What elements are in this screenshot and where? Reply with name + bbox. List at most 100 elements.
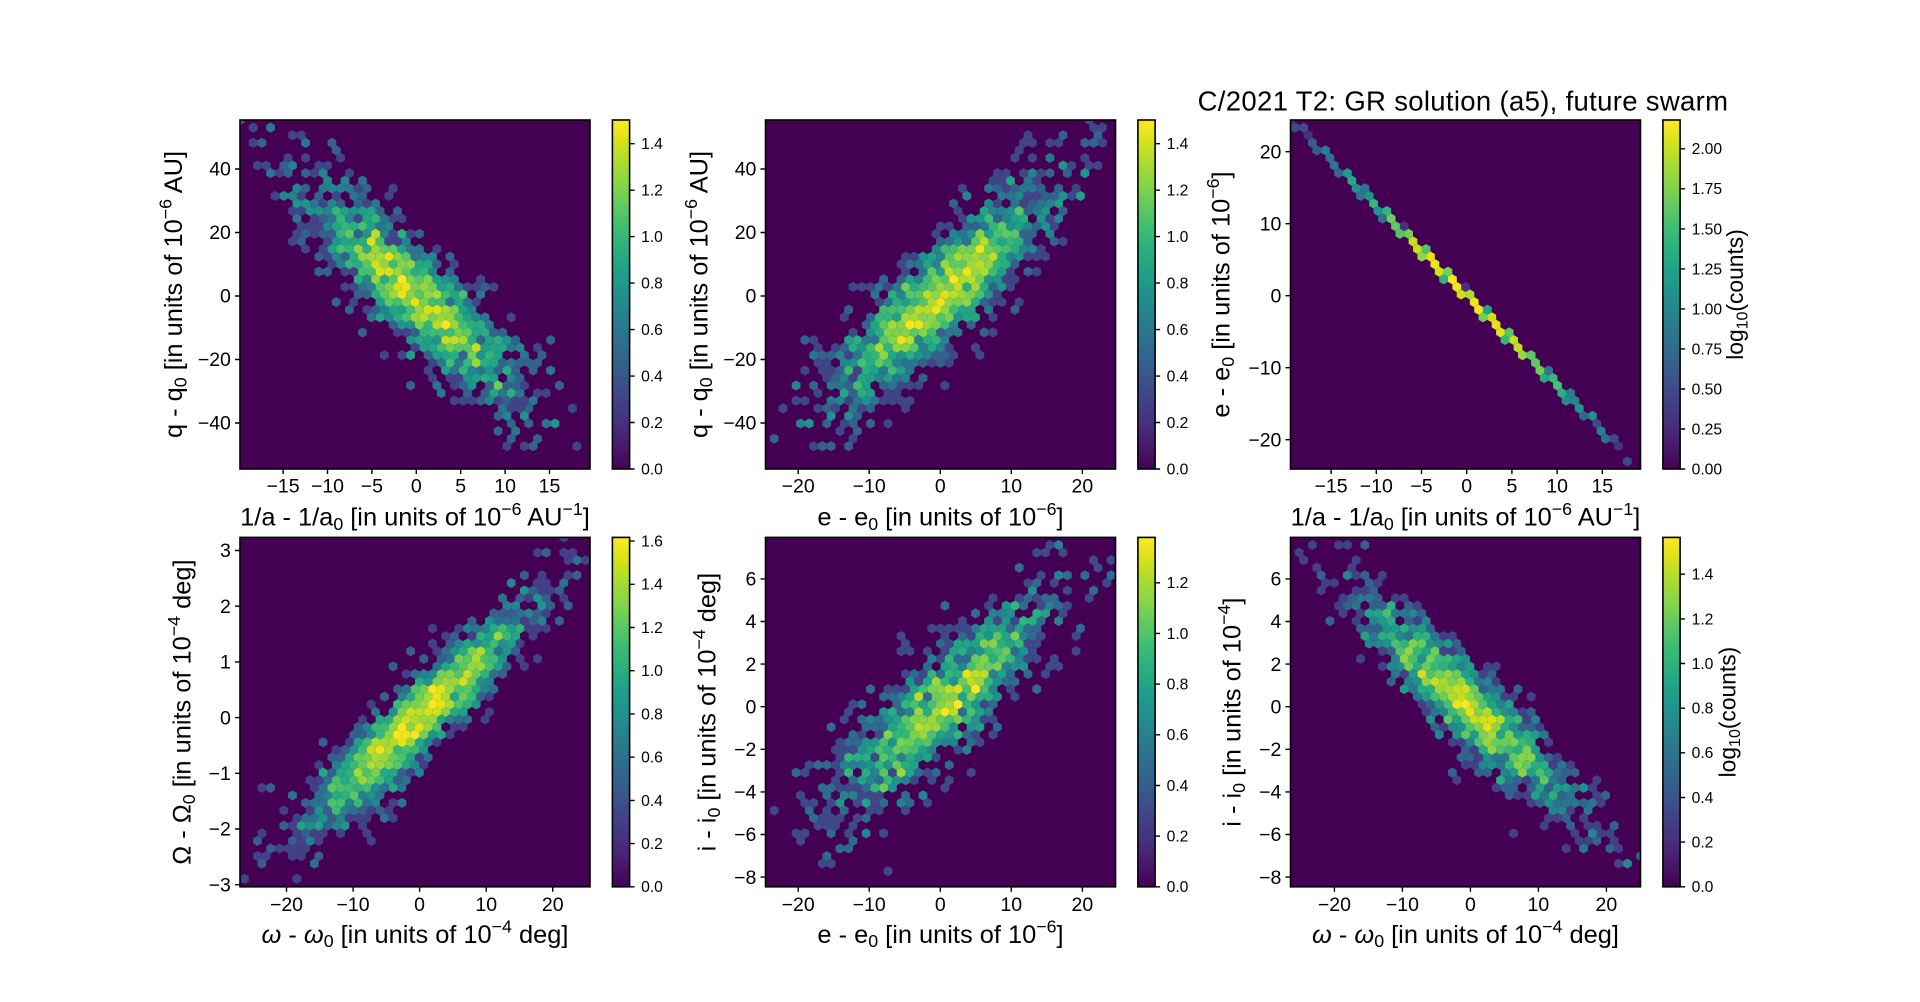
svg-text:q - q0 [in units of 10−6 AU]: q - q0 [in units of 10−6 AU]	[156, 151, 191, 438]
svg-text:0.00: 0.00	[1692, 461, 1723, 478]
svg-text:0.4: 0.4	[641, 793, 663, 810]
svg-text:−15: −15	[267, 475, 300, 497]
svg-text:−40: −40	[723, 413, 756, 435]
svg-text:15: 15	[539, 475, 561, 497]
svg-text:−10: −10	[853, 894, 886, 916]
svg-text:0.0: 0.0	[1692, 879, 1714, 896]
svg-text:0.0: 0.0	[641, 879, 663, 896]
svg-text:−2: −2	[1259, 739, 1281, 761]
svg-text:5: 5	[455, 475, 466, 497]
svg-text:q - q0 [in units of 10−6 AU]: q - q0 [in units of 10−6 AU]	[681, 151, 716, 438]
svg-text:−40: −40	[198, 413, 231, 435]
svg-text:1.25: 1.25	[1692, 261, 1723, 278]
svg-text:0.6: 0.6	[1692, 745, 1714, 762]
svg-text:1: 1	[220, 652, 231, 674]
svg-text:20: 20	[1596, 894, 1618, 916]
svg-text:0.2: 0.2	[641, 836, 663, 853]
svg-text:−5: −5	[1410, 475, 1432, 497]
svg-text:10: 10	[1260, 213, 1282, 235]
svg-text:−20: −20	[1318, 894, 1351, 916]
svg-text:−4: −4	[1259, 782, 1281, 804]
svg-text:0.8: 0.8	[1167, 276, 1189, 293]
svg-text:1.2: 1.2	[1167, 575, 1189, 592]
svg-text:1.2: 1.2	[641, 620, 663, 637]
svg-text:1.0: 1.0	[1692, 656, 1714, 673]
svg-text:0: 0	[746, 696, 757, 718]
svg-text:−5: −5	[361, 475, 383, 497]
svg-text:−20: −20	[782, 894, 815, 916]
svg-text:1.4: 1.4	[1692, 567, 1714, 584]
svg-text:4: 4	[746, 611, 757, 633]
svg-text:Ω - Ω0 [in units of 10−4 deg]: Ω - Ω0 [in units of 10−4 deg]	[164, 559, 199, 864]
svg-text:0.0: 0.0	[1167, 461, 1189, 478]
svg-text:−4: −4	[734, 782, 756, 804]
svg-text:10: 10	[1000, 475, 1022, 497]
svg-text:−20: −20	[270, 894, 303, 916]
svg-text:−20: −20	[1248, 429, 1281, 451]
svg-text:0.2: 0.2	[1167, 829, 1189, 846]
svg-text:0: 0	[414, 894, 425, 916]
svg-text:0.0: 0.0	[641, 461, 663, 478]
svg-text:0: 0	[220, 707, 231, 729]
svg-text:−10: −10	[311, 475, 344, 497]
svg-text:−3: −3	[209, 874, 231, 896]
svg-text:0.0: 0.0	[1167, 879, 1189, 896]
svg-text:−15: −15	[1315, 475, 1348, 497]
svg-text:−10: −10	[337, 894, 370, 916]
svg-text:10: 10	[475, 894, 497, 916]
svg-text:5: 5	[1506, 475, 1517, 497]
svg-text:e - e0 [in units of 10−6]: e - e0 [in units of 10−6]	[817, 917, 1063, 952]
svg-text:1.2: 1.2	[1167, 183, 1189, 200]
svg-text:20: 20	[1072, 894, 1094, 916]
svg-text:20: 20	[542, 894, 564, 916]
svg-text:0.6: 0.6	[1167, 727, 1189, 744]
svg-text:0: 0	[935, 894, 946, 916]
svg-text:1.4: 1.4	[1167, 136, 1189, 153]
svg-text:e - e0 [in units of 10−6]: e - e0 [in units of 10−6]	[1203, 171, 1238, 417]
svg-text:10: 10	[494, 475, 516, 497]
svg-text:−8: −8	[734, 867, 756, 889]
svg-text:1.2: 1.2	[1692, 611, 1714, 628]
svg-text:−10: −10	[853, 475, 886, 497]
svg-text:10: 10	[1000, 894, 1022, 916]
svg-text:0.50: 0.50	[1692, 381, 1723, 398]
svg-text:1.0: 1.0	[641, 663, 663, 680]
svg-text:1.75: 1.75	[1692, 181, 1723, 198]
svg-text:20: 20	[1072, 475, 1094, 497]
svg-text:−20: −20	[782, 475, 815, 497]
svg-text:−20: −20	[198, 349, 231, 371]
svg-text:0.8: 0.8	[1692, 701, 1714, 718]
svg-text:0.8: 0.8	[641, 706, 663, 723]
svg-text:log10(counts): log10(counts)	[1715, 647, 1744, 778]
svg-text:0: 0	[1465, 894, 1476, 916]
svg-text:i - i0 [in units of 10−4]: i - i0 [in units of 10−4]	[1214, 598, 1249, 827]
svg-text:−6: −6	[734, 824, 756, 846]
svg-text:10: 10	[1546, 475, 1568, 497]
svg-text:10: 10	[1528, 894, 1550, 916]
svg-text:1/a - 1/a0 [in units of 10−6 A: 1/a - 1/a0 [in units of 10−6 AU−1]	[1291, 499, 1641, 534]
svg-text:2: 2	[220, 596, 231, 618]
svg-text:1.0: 1.0	[641, 229, 663, 246]
svg-text:e - e0 [in units of 10−6]: e - e0 [in units of 10−6]	[817, 499, 1063, 534]
svg-text:40: 40	[735, 159, 757, 181]
svg-text:0.4: 0.4	[1167, 778, 1189, 795]
svg-text:0.4: 0.4	[1692, 790, 1714, 807]
svg-text:log10(counts): log10(counts)	[1722, 229, 1751, 360]
svg-text:0.6: 0.6	[641, 750, 663, 767]
svg-text:−2: −2	[209, 819, 231, 841]
svg-text:3: 3	[220, 540, 231, 562]
svg-text:2.00: 2.00	[1692, 141, 1723, 158]
svg-text:40: 40	[209, 159, 231, 181]
svg-text:0.75: 0.75	[1692, 341, 1723, 358]
svg-text:20: 20	[1260, 141, 1282, 163]
svg-text:0.4: 0.4	[1167, 369, 1189, 386]
svg-text:0.6: 0.6	[1167, 322, 1189, 339]
svg-text:2: 2	[1271, 654, 1282, 676]
svg-text:ω - ω0 [in units of 10−4 deg]: ω - ω0 [in units of 10−4 deg]	[262, 917, 569, 952]
svg-text:2: 2	[746, 654, 757, 676]
svg-text:−1: −1	[209, 763, 231, 785]
svg-text:0: 0	[935, 475, 946, 497]
svg-text:−10: −10	[1360, 475, 1393, 497]
svg-text:1.0: 1.0	[1167, 626, 1189, 643]
svg-text:0: 0	[1271, 696, 1282, 718]
